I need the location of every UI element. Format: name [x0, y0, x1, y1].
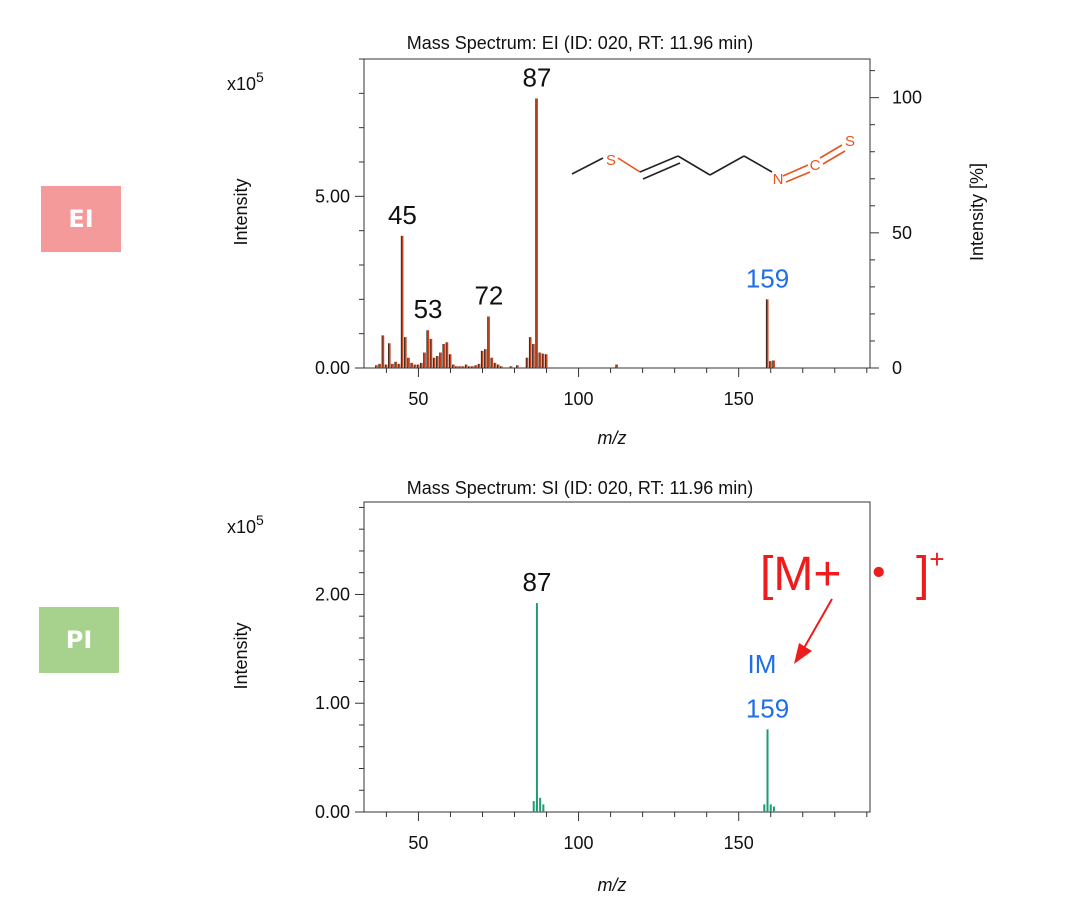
pi-x-axis-label: m/z	[598, 875, 627, 895]
ion-label-im: IM	[748, 649, 777, 679]
pi-plot-frame	[363, 501, 871, 813]
ei-badge: EI	[41, 186, 121, 252]
bond-ch2-n	[743, 155, 773, 173]
ei-y2-axis-label: Intensity [%]	[967, 163, 987, 261]
pi-x-tick-label: 150	[724, 833, 754, 853]
bond-ch-ch2	[677, 155, 711, 176]
ei-peak-label: 87	[522, 62, 551, 92]
bond-methyl-s	[571, 157, 604, 175]
ei-y-tick-label: 0.00	[315, 358, 350, 378]
pi-y-multiplier-exp: 5	[256, 512, 264, 528]
pi-y-axis-label: Intensity	[231, 622, 251, 689]
annotation-arrow	[794, 598, 833, 664]
molecular-ion-superscript: +	[929, 544, 944, 574]
ei-y-multiplier-exp: 5	[256, 69, 264, 85]
pi-x-tick-label: 50	[408, 833, 428, 853]
pi-y-tick-label: 2.00	[315, 584, 350, 604]
bond-c-s-1	[819, 144, 843, 159]
ei-y2-tick-label: 100	[892, 88, 922, 108]
atom-n: N	[773, 171, 784, 188]
pi-axis-ticks: 50 100 150 0.00 1.00 2.00	[315, 506, 868, 853]
pi-peak-labels: 87 159	[522, 567, 789, 723]
ei-bars	[375, 98, 775, 368]
ei-peak-label: 159	[746, 263, 789, 293]
ei-chart-title: Mass Spectrum: EI (ID: 020, RT: 11.96 mi…	[407, 33, 753, 53]
ei-y-multiplier: x105	[227, 69, 264, 94]
pi-y-tick-label: 0.00	[315, 802, 350, 822]
pi-chart-title: Mass Spectrum: SI (ID: 020, RT: 11.96 mi…	[407, 478, 753, 498]
ei-panel: Mass Spectrum: EI (ID: 020, RT: 11.96 mi…	[227, 33, 987, 448]
bond-double-1	[639, 155, 679, 173]
molecular-ion-annotation: [M+ ・ ]+	[760, 544, 945, 601]
bond-n-c-2	[785, 171, 811, 183]
ei-x-tick-label: 100	[564, 389, 594, 409]
atom-s1: S	[606, 152, 616, 169]
atom-c: C	[810, 157, 821, 174]
ei-x-axis-label: m/z	[598, 428, 627, 448]
bond-n-c-1	[782, 164, 809, 177]
ei-x-tick-label: 150	[724, 389, 754, 409]
ei-peak-label: 53	[414, 294, 443, 324]
ei-y-axis-label: Intensity	[231, 178, 251, 245]
bond-double-2	[642, 162, 681, 180]
pi-bars	[532, 603, 775, 812]
atom-s2: S	[845, 133, 855, 150]
ei-peak-label: 45	[388, 200, 417, 230]
molecular-structure	[571, 144, 846, 183]
pi-y-tick-label: 1.00	[315, 693, 350, 713]
ei-peak-labels: 45 53 72 87 159	[388, 62, 789, 324]
pi-panel: Mass Spectrum: SI (ID: 020, RT: 11.96 mi…	[227, 478, 945, 895]
ei-axis-ticks: 50 100 150 0.00 5.00 0 50 100	[315, 58, 922, 409]
ei-y2-tick-label: 50	[892, 223, 912, 243]
ei-y-tick-label: 5.00	[315, 186, 350, 206]
pi-peak-label: 87	[522, 567, 551, 597]
bond-c-s-2	[822, 150, 846, 165]
bond-s-ch2	[617, 157, 641, 173]
bond-ch2-ch2	[709, 155, 745, 176]
pi-peak-label: 159	[746, 693, 789, 723]
pi-y-multiplier: x105	[227, 512, 264, 537]
pi-x-tick-label: 100	[564, 833, 594, 853]
pi-badge: PI	[39, 607, 119, 673]
ei-x-tick-label: 50	[408, 389, 428, 409]
ei-peak-label: 72	[474, 281, 503, 311]
ei-y2-tick-label: 0	[892, 358, 902, 378]
